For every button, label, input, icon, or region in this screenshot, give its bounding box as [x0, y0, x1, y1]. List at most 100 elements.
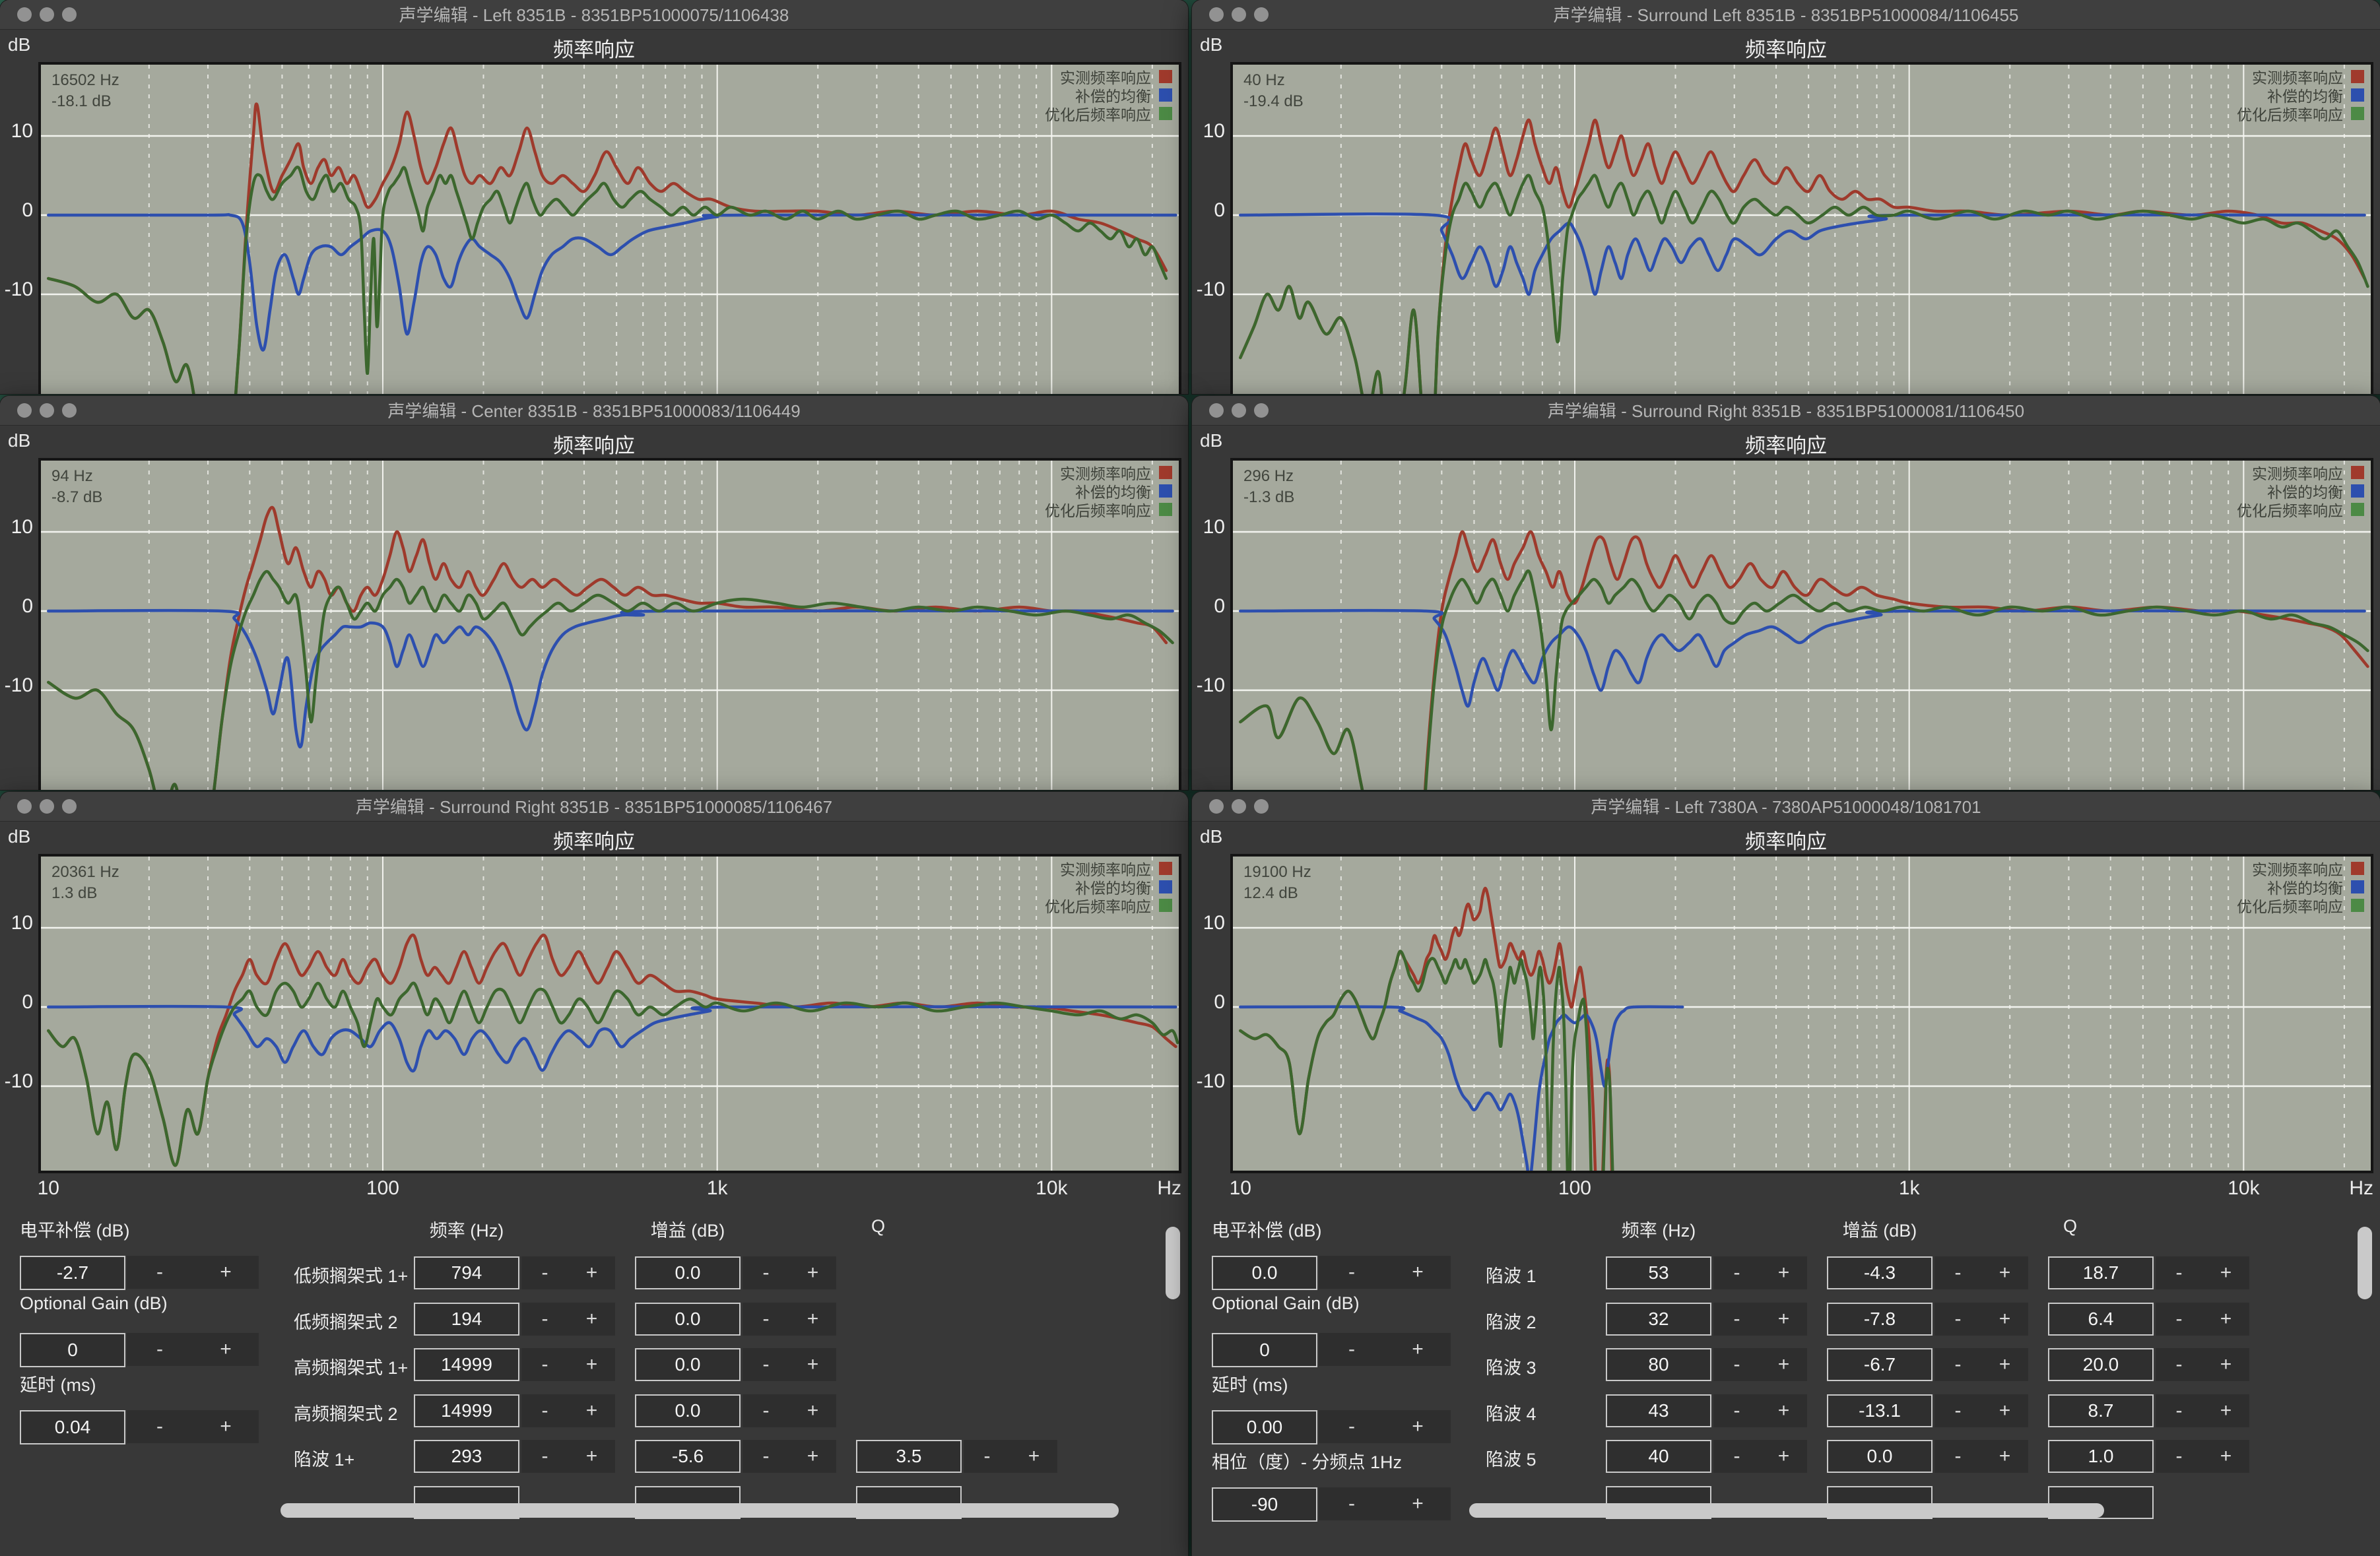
close-button[interactable]: [1209, 403, 1224, 418]
eq-gain-stepper-plus-button[interactable]: +: [1999, 1445, 2011, 1467]
close-button[interactable]: [1209, 7, 1224, 22]
eq-gain-stepper-minus-button[interactable]: -: [1954, 1353, 1962, 1375]
eq-q-stepper-plus-button[interactable]: +: [2220, 1262, 2232, 1283]
level-group-input[interactable]: -90: [1212, 1487, 1317, 1522]
horizontal-scrollbar[interactable]: [281, 1503, 1119, 1518]
level-group-stepper-plus-button[interactable]: +: [1412, 1415, 1424, 1437]
level-group-input[interactable]: 0.0: [1212, 1256, 1317, 1290]
eq-freq-stepper-minus-button[interactable]: -: [541, 1399, 548, 1421]
eq-gain-stepper-plus-button[interactable]: +: [1999, 1262, 2011, 1283]
eq-freq-input[interactable]: 14999: [414, 1348, 519, 1381]
minimize-button[interactable]: [1232, 799, 1246, 814]
eq-gain-input[interactable]: -4.3: [1827, 1256, 1933, 1289]
eq-freq-stepper-plus-button[interactable]: +: [585, 1399, 598, 1421]
eq-freq-stepper-minus-button[interactable]: -: [541, 1353, 548, 1375]
zoom-button[interactable]: [1254, 403, 1269, 418]
eq-freq-stepper-minus-button[interactable]: -: [1733, 1262, 1740, 1283]
vertical-scrollbar[interactable]: [2358, 1227, 2372, 1299]
window-titlebar[interactable]: 声学编辑 - Surround Right 8351B - 8351BP5100…: [0, 792, 1188, 822]
eq-freq-input[interactable]: 14999: [414, 1394, 519, 1427]
eq-gain-stepper-minus-button[interactable]: -: [1954, 1307, 1962, 1330]
window-titlebar[interactable]: 声学编辑 - Surround Right 8351B - 8351BP5100…: [1192, 396, 2380, 426]
eq-q-input[interactable]: 3.5: [856, 1440, 962, 1473]
eq-q-stepper-minus-button[interactable]: -: [2175, 1307, 2183, 1330]
close-button[interactable]: [17, 7, 32, 22]
close-button[interactable]: [17, 799, 32, 814]
eq-gain-stepper-minus-button[interactable]: -: [762, 1445, 770, 1467]
minimize-button[interactable]: [1232, 403, 1246, 418]
eq-freq-input[interactable]: 53: [1606, 1256, 1711, 1289]
zoom-button[interactable]: [62, 403, 77, 418]
level-group-stepper-minus-button[interactable]: -: [1348, 1493, 1355, 1514]
eq-freq-stepper-plus-button[interactable]: +: [1777, 1399, 1790, 1421]
level-group-input[interactable]: -2.7: [20, 1256, 125, 1290]
zoom-button[interactable]: [1254, 7, 1269, 22]
eq-gain-input[interactable]: 0.0: [635, 1394, 741, 1427]
level-group-stepper-plus-button[interactable]: +: [1412, 1261, 1424, 1283]
eq-freq-input[interactable]: 40: [1606, 1440, 1711, 1473]
eq-freq-stepper-minus-button[interactable]: -: [1733, 1399, 1740, 1421]
frequency-response-plot[interactable]: 20361 Hz 1.3 dB 实测频率响应 补偿的均衡 优化后频率响应: [38, 854, 1181, 1173]
eq-freq-stepper-plus-button[interactable]: +: [1777, 1307, 1790, 1330]
eq-q-stepper-minus-button[interactable]: -: [2175, 1399, 2183, 1421]
eq-q-input[interactable]: 6.4: [2048, 1302, 2154, 1336]
eq-q-input[interactable]: 20.0: [2048, 1348, 2154, 1381]
level-group-stepper-minus-button[interactable]: -: [156, 1261, 163, 1283]
horizontal-scrollbar[interactable]: [1469, 1503, 2104, 1518]
level-group-input[interactable]: 0: [1212, 1333, 1317, 1367]
level-group-stepper-minus-button[interactable]: -: [1348, 1261, 1355, 1283]
eq-q-stepper-plus-button[interactable]: +: [1028, 1445, 1040, 1467]
eq-q-stepper-plus-button[interactable]: +: [2220, 1399, 2232, 1421]
eq-freq-input[interactable]: 293: [414, 1440, 519, 1473]
eq-gain-stepper-minus-button[interactable]: -: [762, 1353, 770, 1375]
eq-q-stepper-plus-button[interactable]: +: [2220, 1445, 2232, 1467]
eq-gain-stepper-minus-button[interactable]: -: [762, 1307, 770, 1330]
eq-gain-stepper-minus-button[interactable]: -: [1954, 1445, 1962, 1467]
eq-freq-stepper-plus-button[interactable]: +: [585, 1262, 598, 1283]
level-group-stepper-minus-button[interactable]: -: [156, 1338, 163, 1360]
eq-gain-stepper-minus-button[interactable]: -: [1954, 1262, 1962, 1283]
frequency-response-plot[interactable]: 40 Hz -19.4 dB 实测频率响应 补偿的均衡 优化后频率响应: [1230, 62, 2373, 394]
zoom-button[interactable]: [62, 799, 77, 814]
vertical-scrollbar[interactable]: [1166, 1227, 1180, 1299]
minimize-button[interactable]: [40, 403, 54, 418]
eq-q-input[interactable]: 18.7: [2048, 1256, 2154, 1289]
window-titlebar[interactable]: 声学编辑 - Left 8351B - 8351BP51000075/11064…: [0, 0, 1188, 30]
eq-freq-stepper-minus-button[interactable]: -: [541, 1307, 548, 1330]
level-group-input[interactable]: 0.04: [20, 1410, 125, 1444]
eq-gain-input[interactable]: 0.0: [635, 1302, 741, 1336]
level-group-stepper-plus-button[interactable]: +: [220, 1338, 232, 1360]
eq-gain-stepper-minus-button[interactable]: -: [762, 1262, 770, 1283]
level-group-stepper-minus-button[interactable]: -: [156, 1415, 163, 1437]
level-group-stepper-plus-button[interactable]: +: [1412, 1338, 1424, 1360]
eq-q-input[interactable]: 8.7: [2048, 1394, 2154, 1427]
eq-freq-stepper-minus-button[interactable]: -: [541, 1262, 548, 1283]
eq-gain-input[interactable]: -6.7: [1827, 1348, 1933, 1381]
minimize-button[interactable]: [40, 7, 54, 22]
eq-gain-stepper-minus-button[interactable]: -: [1954, 1399, 1962, 1421]
eq-gain-input[interactable]: -5.6: [635, 1440, 741, 1473]
eq-q-stepper-minus-button[interactable]: -: [2175, 1262, 2183, 1283]
eq-q-stepper-minus-button[interactable]: -: [983, 1445, 991, 1467]
eq-freq-input[interactable]: 32: [1606, 1302, 1711, 1336]
frequency-response-plot[interactable]: 19100 Hz 12.4 dB 实测频率响应 补偿的均衡 优化后频率响应: [1230, 854, 2373, 1173]
frequency-response-plot[interactable]: 94 Hz -8.7 dB 实测频率响应 补偿的均衡 优化后频率响应: [38, 458, 1181, 790]
window-titlebar[interactable]: 声学编辑 - Surround Left 8351B - 8351BP51000…: [1192, 0, 2380, 30]
eq-freq-input[interactable]: 43: [1606, 1394, 1711, 1427]
eq-gain-input[interactable]: -13.1: [1827, 1394, 1933, 1427]
window-titlebar[interactable]: 声学编辑 - Left 7380A - 7380AP51000048/10817…: [1192, 792, 2380, 822]
eq-gain-stepper-plus-button[interactable]: +: [807, 1399, 819, 1421]
eq-gain-stepper-plus-button[interactable]: +: [807, 1445, 819, 1467]
close-button[interactable]: [1209, 799, 1224, 814]
level-group-stepper-plus-button[interactable]: +: [220, 1415, 232, 1437]
eq-q-stepper-minus-button[interactable]: -: [2175, 1353, 2183, 1375]
zoom-button[interactable]: [62, 7, 77, 22]
eq-gain-stepper-plus-button[interactable]: +: [807, 1262, 819, 1283]
eq-freq-stepper-plus-button[interactable]: +: [1777, 1445, 1790, 1467]
minimize-button[interactable]: [1232, 7, 1246, 22]
frequency-response-plot[interactable]: 16502 Hz -18.1 dB 实测频率响应 补偿的均衡 优化后频率响应: [38, 62, 1181, 394]
eq-freq-stepper-minus-button[interactable]: -: [541, 1445, 548, 1467]
level-group-stepper-plus-button[interactable]: +: [220, 1261, 232, 1283]
eq-gain-stepper-plus-button[interactable]: +: [1999, 1307, 2011, 1330]
zoom-button[interactable]: [1254, 799, 1269, 814]
